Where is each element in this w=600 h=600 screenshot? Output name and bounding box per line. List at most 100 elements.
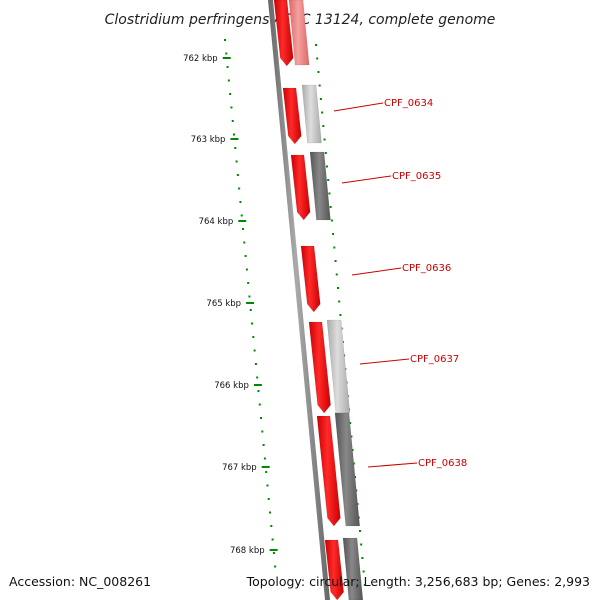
outer-scale-dot xyxy=(318,84,321,87)
outer-scale-dot xyxy=(324,152,327,154)
outer-scale-dot xyxy=(323,138,326,141)
gene-label: CPF_0635 xyxy=(392,171,441,182)
scale-dot xyxy=(230,106,233,109)
scale-dot xyxy=(261,430,264,433)
genome-summary-text: Topology: circular; Length: 3,256,683 bp… xyxy=(246,574,590,589)
genome-backbone xyxy=(268,0,330,600)
scale-dot xyxy=(233,133,236,136)
outer-scale-dot xyxy=(321,111,324,114)
scale-tick-label: 764 kbp xyxy=(199,217,234,227)
gene-label: CPF_0634 xyxy=(384,98,433,109)
scale-dot xyxy=(235,160,238,163)
outer-scale-dot xyxy=(329,206,332,208)
outer-scale-dot xyxy=(327,179,330,181)
gene-label-leader xyxy=(333,102,384,112)
cds-arrow xyxy=(273,0,294,67)
accession-text: Accession: NC_008261 xyxy=(9,574,152,589)
scale-dot xyxy=(265,471,268,473)
gene-bar xyxy=(334,412,361,527)
gene-label-leader xyxy=(367,462,418,468)
outer-scale-dot xyxy=(325,165,328,168)
outer-scale-dot xyxy=(339,314,342,316)
scale-tick-label: 767 kbp xyxy=(222,463,257,473)
cds-arrow xyxy=(282,87,302,145)
scale-tick-label: 762 kbp xyxy=(183,54,218,64)
scale-dot xyxy=(253,349,256,352)
scale-dot xyxy=(225,52,228,55)
outer-scale-dot xyxy=(363,584,366,586)
outer-scale-dot xyxy=(351,449,354,451)
scale-tick-label: 766 kbp xyxy=(214,381,249,391)
scale-dot xyxy=(240,214,243,217)
gene-labels: CPF_0634 CPF_0635 CPF_0636 CPF_0637 CPF_0638 xyxy=(333,98,467,469)
gene-label: CPF_0637 xyxy=(410,354,459,365)
outer-scale-dot xyxy=(334,260,337,262)
scale-dot xyxy=(263,457,266,460)
scale-dot xyxy=(224,39,226,41)
scale-dot xyxy=(260,417,263,419)
scale-dot xyxy=(227,79,230,82)
scale-dot xyxy=(272,552,275,554)
scale-dot xyxy=(271,538,274,541)
scale-dot xyxy=(236,174,239,176)
scale-tick-label: 765 kbp xyxy=(206,299,241,309)
scale-dot xyxy=(257,390,260,392)
scale-dot xyxy=(247,282,250,284)
gene-label-leader xyxy=(351,267,402,276)
scale-dot xyxy=(256,376,259,379)
gene-label: CPF_0636 xyxy=(402,263,451,274)
scale-dot xyxy=(269,511,272,514)
outer-scale-dot xyxy=(338,300,341,303)
scale-dot xyxy=(234,147,237,149)
scale-tick-label: 768 kbp xyxy=(230,546,265,556)
scale-dot xyxy=(242,228,245,230)
cds-arrow xyxy=(290,154,311,221)
cds-arrow xyxy=(308,321,331,414)
scale-dot xyxy=(248,295,251,298)
outer-scale-dot xyxy=(360,543,363,546)
scale-dot xyxy=(251,322,254,325)
outer-scale-dot xyxy=(333,246,336,249)
cds-arrow xyxy=(316,415,341,527)
gene-label-leader xyxy=(341,175,392,184)
outer-scale-dot xyxy=(319,98,322,100)
outer-scale-dot xyxy=(349,422,352,424)
outer-scale-dot xyxy=(332,233,335,235)
scale-dot xyxy=(239,201,242,203)
outer-scale-dot xyxy=(328,192,331,195)
outer-scale-dot xyxy=(352,462,355,465)
outer-scale-dot xyxy=(336,287,339,289)
backbone-strand xyxy=(268,0,330,600)
outer-scale-dot xyxy=(362,570,365,573)
scale-dot xyxy=(226,66,229,68)
scale-dot xyxy=(245,268,248,271)
outer-scale-dot xyxy=(361,557,364,559)
outer-scale-dot xyxy=(350,435,353,438)
outer-scale-dot xyxy=(322,125,325,127)
outer-scale-dot xyxy=(330,219,333,222)
outer-scale-dot xyxy=(315,44,317,46)
scale-dot xyxy=(262,444,265,446)
gene-bar xyxy=(301,84,322,144)
gene-bar xyxy=(326,319,351,414)
outer-scale-dot xyxy=(317,71,320,73)
scale-tick-label: 763 kbp xyxy=(191,135,226,145)
cds-arrow xyxy=(300,245,321,313)
gene-bar xyxy=(288,0,310,66)
scale-dot xyxy=(274,565,277,568)
scale-dot xyxy=(238,187,241,190)
scale-dot xyxy=(252,336,255,338)
feature-track xyxy=(273,0,364,600)
scale-dot xyxy=(231,120,234,122)
scale-dot xyxy=(258,403,261,406)
outer-scale-dot xyxy=(358,530,361,532)
scale-dot xyxy=(270,525,273,527)
outer-scale-dot xyxy=(335,273,338,276)
scale-dot xyxy=(249,309,252,311)
scale-dot xyxy=(229,93,232,95)
gene-label: CPF_0638 xyxy=(418,458,467,469)
outer-scale-dot xyxy=(316,57,319,60)
gene-label-leader xyxy=(359,358,410,365)
scale-dot xyxy=(243,241,246,244)
